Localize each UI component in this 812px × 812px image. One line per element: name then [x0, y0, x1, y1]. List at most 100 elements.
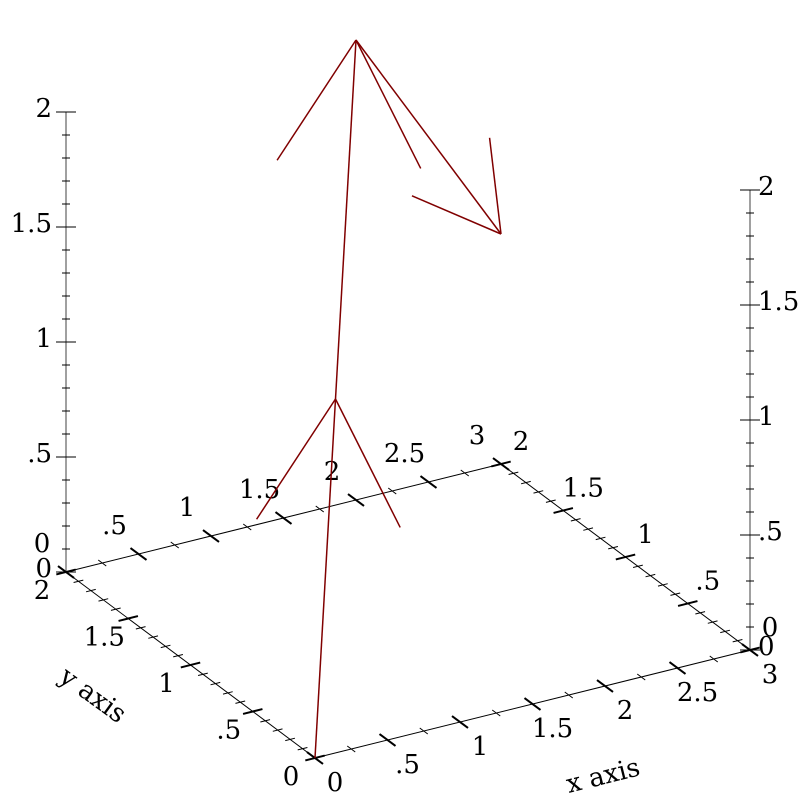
x-tick [315, 505, 325, 513]
y-tick [645, 573, 656, 578]
x-tick [491, 709, 501, 717]
z-tick-label: 1.5 [758, 287, 799, 317]
y-tick [85, 588, 96, 593]
x-tick-label: 2.5 [677, 678, 718, 708]
y-tick [720, 629, 731, 634]
x-tick-label: 1.5 [239, 475, 280, 505]
x-tick-label: 3 [762, 660, 779, 690]
y-tick [615, 553, 636, 561]
z-tick-label: .5 [27, 439, 52, 469]
x-tick-label: 1 [472, 732, 489, 762]
x-tick [378, 733, 397, 747]
y-tick-label: 2 [34, 576, 51, 606]
x-tick-label: 0 [327, 768, 344, 798]
y-tick [118, 615, 139, 622]
y-tick [272, 728, 283, 732]
x-tick [564, 691, 574, 699]
arrows [255, 39, 502, 759]
y-tick [285, 737, 296, 742]
y-tick [520, 480, 531, 485]
arrow-shaft [355, 39, 502, 235]
arrow-head [255, 398, 337, 520]
y-tick [583, 527, 594, 531]
y-tick [135, 626, 146, 630]
y-tick-label: .5 [216, 716, 241, 746]
x-tick [346, 745, 356, 753]
x-tick [668, 661, 687, 675]
y-tick [657, 583, 668, 587]
y-tick [148, 635, 159, 639]
x-axis-label: x axis [563, 753, 643, 800]
x-tick [242, 523, 252, 531]
z-tick-label: 2 [758, 172, 775, 202]
x-tick [460, 469, 470, 477]
y-tick [173, 654, 184, 658]
x-tick [596, 679, 614, 693]
y-tick [670, 592, 681, 596]
x-tick [129, 547, 148, 561]
y-tick-label: 1 [158, 669, 175, 699]
x-tick [274, 511, 293, 525]
y-tick-label: .5 [695, 567, 720, 597]
x-tick [451, 715, 469, 729]
y-tick-label: 1.5 [563, 474, 604, 504]
y-tick [695, 611, 706, 615]
y-tick [508, 471, 519, 475]
z-tick-label: 2 [35, 94, 52, 124]
y-axis-label: y axis [53, 661, 132, 730]
x-tick [387, 487, 397, 495]
arrow-head [276, 39, 357, 161]
y-tick [260, 719, 271, 723]
arrow-head [355, 39, 422, 169]
x-tick [709, 655, 719, 663]
y-tick [222, 691, 233, 695]
x-tick-label: 1.5 [532, 714, 573, 744]
y-tick [110, 607, 121, 611]
x-tick-label: 1 [179, 493, 196, 523]
x-tick [347, 493, 365, 507]
y-tick [533, 490, 544, 494]
x-tick [636, 673, 646, 681]
y-tick [73, 579, 84, 583]
arrow-head [411, 195, 502, 235]
y-tick [632, 564, 643, 568]
y-tick [491, 460, 511, 468]
z-tick-label: 1 [35, 324, 52, 354]
y-tick-label: 1 [637, 520, 654, 550]
z-tick-label: 1 [758, 402, 775, 432]
x-tick [170, 541, 180, 549]
arrow-shaft [334, 39, 357, 400]
x-tick-label: 3 [469, 421, 486, 451]
y-tick [553, 507, 574, 514]
z-tick-label: 0 [35, 554, 52, 584]
arrow-head [488, 137, 502, 235]
x-tick [97, 559, 107, 567]
z-tick-label: 0 [758, 632, 775, 662]
x-tick [419, 727, 429, 735]
y-tick [98, 598, 109, 602]
x-tick-label: .5 [102, 511, 127, 541]
y-tick [608, 546, 619, 550]
y-tick-label: 1.5 [84, 623, 125, 653]
arrow-shaft [314, 398, 337, 759]
y-tick [570, 518, 581, 522]
y-tick [732, 639, 743, 643]
x-tick-label: .5 [395, 750, 420, 780]
y-tick-label: 2 [513, 427, 530, 457]
z-tick-label: .5 [758, 517, 783, 547]
arrow-head [334, 398, 401, 528]
y-tick [545, 499, 556, 503]
y-tick [210, 681, 221, 686]
y-tick [235, 700, 246, 704]
x-tick [202, 529, 220, 543]
axes: 00.5.5111.51.5222.52.53300.5.5111.51.522… [11, 94, 800, 798]
y-tick [180, 661, 201, 669]
x-tick-label: 0 [34, 529, 51, 559]
y-tick [595, 536, 606, 541]
x-tick [523, 697, 542, 711]
y-tick [707, 620, 718, 624]
x-tick-label: 2.5 [384, 439, 425, 469]
y-tick [160, 644, 171, 649]
y-tick [197, 672, 208, 676]
